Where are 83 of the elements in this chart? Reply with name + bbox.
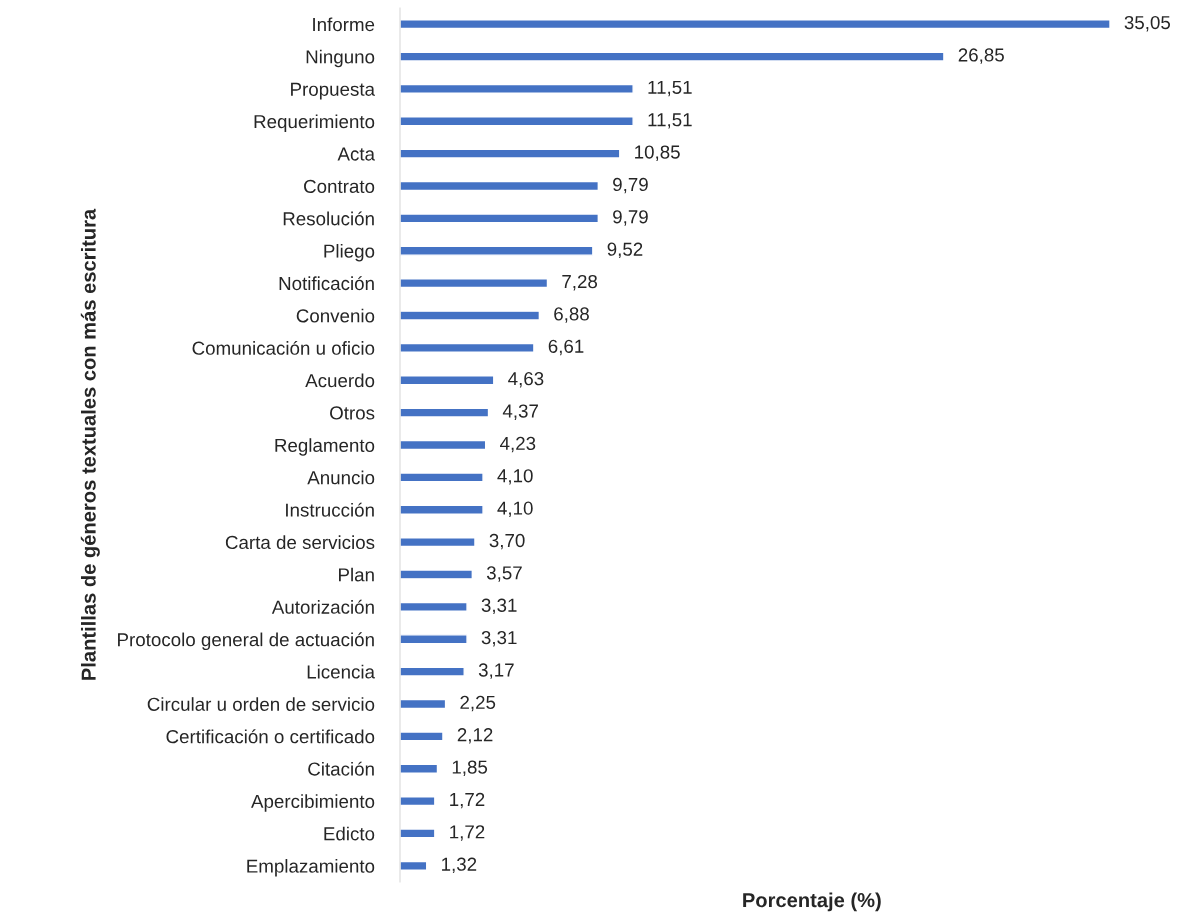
y-tick-label: Edicto [324, 826, 375, 841]
y-tick-label: Autorización [271, 599, 374, 614]
bar [400, 731, 444, 742]
y-tick-label: Circular u orden de servicio [147, 697, 375, 711]
bar [400, 634, 468, 645]
bar [400, 537, 476, 548]
y-tick-label: Resolución [283, 211, 374, 226]
data-label: 1,72 [450, 825, 485, 841]
y-tick-label: Acta [337, 147, 375, 161]
data-label: 4,63 [508, 372, 544, 388]
y-tick-label: Pliego [324, 243, 375, 262]
y-tick-label: Otros [330, 406, 375, 420]
y-tick-label: Propuesta [291, 82, 375, 100]
bar [400, 763, 439, 774]
data-label: 26,85 [958, 48, 1004, 64]
y-tick-label: Convenio [296, 308, 375, 323]
data-label: 2,25 [460, 695, 496, 712]
data-label: 1,85 [452, 760, 488, 776]
y-tick-label: Requerimiento [254, 114, 375, 132]
data-label: 3,31 [481, 598, 517, 615]
bar [400, 439, 487, 451]
data-label: 11,51 [648, 113, 692, 129]
bar [400, 342, 535, 353]
data-label: 3,31 [481, 630, 517, 647]
y-tick-label: Carta de servicios [225, 535, 375, 550]
y-tick-label: Informe [313, 17, 375, 32]
bar [400, 407, 490, 418]
data-label: 11,51 [648, 80, 692, 97]
bar [400, 213, 600, 224]
y-tick-label: Instrucción [286, 502, 374, 517]
data-label: 4,37 [502, 404, 538, 420]
data-label: 9,52 [607, 242, 643, 259]
y-tick-label: Ninguno [306, 49, 375, 68]
bar [400, 375, 495, 386]
data-label: 9,79 [613, 177, 648, 194]
data-label: 4,10 [497, 469, 533, 485]
bar [400, 148, 621, 159]
x-axis-title: Porcentaje (%) [743, 892, 881, 912]
bar [400, 472, 484, 483]
bar [400, 796, 436, 807]
data-label: 6,88 [554, 307, 589, 323]
data-label: 1,32 [442, 857, 477, 874]
data-label: 7,28 [562, 274, 598, 291]
bar [400, 310, 541, 321]
bar [400, 828, 436, 839]
data-label: 3,70 [489, 533, 525, 550]
bar [400, 278, 549, 289]
bar [400, 504, 484, 515]
data-label: 3,57 [486, 566, 522, 582]
bar [400, 601, 468, 612]
y-tick-label: Protocolo general de actuación [118, 632, 374, 651]
bar [400, 569, 474, 580]
bar [400, 83, 634, 94]
y-tick-label: Plan [339, 567, 374, 582]
y-axis-title: Plantillas de géneros textuales con más escritura [80, 208, 100, 680]
data-label: 10,85 [635, 145, 680, 161]
data-label: 3,17 [478, 663, 514, 679]
bar [400, 19, 1110, 30]
data-label: 9,79 [613, 210, 648, 226]
y-tick-label: Emplazamiento [247, 859, 375, 877]
bar [400, 860, 428, 871]
y-tick-label: Anuncio [307, 470, 375, 485]
bar [400, 180, 600, 192]
bar [400, 116, 634, 127]
y-tick-label: Acuerdo [305, 373, 375, 388]
y-tick-label: Citación [308, 761, 374, 776]
data-label: 2,12 [457, 728, 493, 744]
y-tick-label: Apercibimiento [251, 794, 375, 812]
data-label: 35,05 [1124, 15, 1171, 32]
data-label: 4,23 [500, 436, 536, 453]
y-tick-label: Notificación [279, 276, 374, 291]
y-tick-label: Licencia [307, 664, 375, 679]
data-label: 4,10 [497, 501, 533, 517]
data-label: 1,72 [450, 792, 485, 809]
y-tick-label: Reglamento [275, 438, 375, 456]
bar [400, 666, 465, 677]
bar [400, 245, 594, 256]
bar [400, 51, 945, 62]
y-tick-label: Contrato [304, 179, 375, 194]
y-tick-label: Certificación o certificado [166, 729, 375, 744]
data-label: 6,61 [548, 339, 584, 356]
bar [400, 698, 447, 710]
y-tick-label: Comunicación u oficio [192, 340, 375, 355]
